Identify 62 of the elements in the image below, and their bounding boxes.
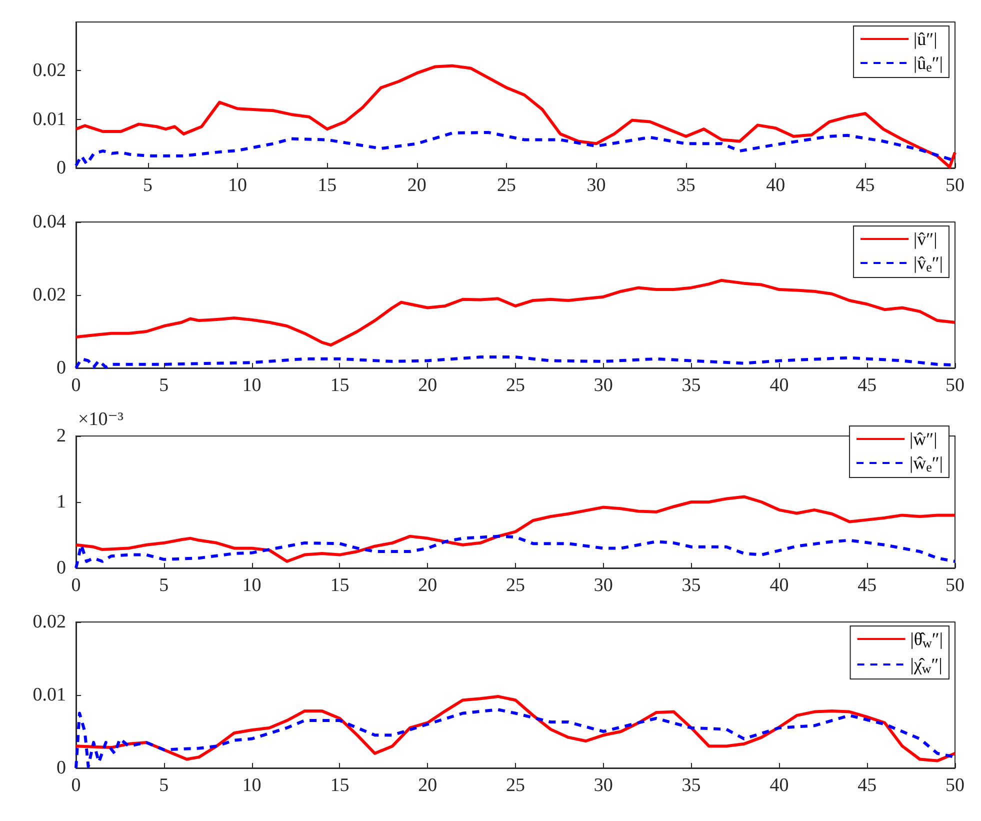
x-tick-label: 35 (682, 775, 701, 796)
x-tick-label: 15 (318, 175, 337, 196)
x-tick-label: 5 (143, 175, 153, 196)
x-tick-label: 45 (858, 375, 877, 396)
x-tick-label: 40 (766, 175, 786, 196)
x-tick-label: 45 (858, 775, 877, 796)
y-tick-label: 0.01 (32, 108, 66, 130)
x-tick-label: 50 (946, 775, 964, 796)
x-tick-label: 45 (856, 175, 875, 196)
x-tick-label: 15 (330, 575, 350, 596)
x-tick-label: 10 (242, 575, 262, 596)
y-tick-label: 0 (56, 558, 66, 578)
x-tick-label: 20 (418, 775, 438, 796)
x-tick-label: 10 (242, 375, 262, 396)
x-tick-label: 30 (594, 775, 613, 796)
x-tick-label: 25 (506, 575, 525, 596)
x-tick-label: 35 (682, 575, 701, 596)
x-tick-label: 45 (858, 575, 877, 596)
x-tick-label: 40 (770, 375, 789, 396)
x-tick-label: 40 (770, 575, 789, 596)
x-tick-label: 15 (330, 775, 350, 796)
x-tick-label: 0 (71, 775, 81, 796)
x-tick-label: 0 (71, 575, 81, 596)
y-tick-label: 0.02 (32, 60, 66, 82)
x-tick-label: 35 (682, 375, 701, 396)
legend-label: |v̂″| (914, 229, 938, 249)
legend-label: |û″| (914, 29, 938, 49)
y-tick-label: 2 (56, 426, 66, 446)
text: ×10⁻³ (78, 409, 124, 430)
y-tick-label: 0.02 (32, 612, 66, 632)
x-tick-label: 5 (159, 775, 169, 796)
y-tick-label: 0 (56, 158, 66, 178)
legend-label: |ŵ″| (910, 429, 938, 449)
line-series (74, 694, 956, 762)
y-tick-label: 0 (56, 358, 66, 378)
x-tick-label: 10 (228, 175, 247, 196)
x-tick-label: 30 (586, 175, 606, 196)
x-tick-label: 20 (418, 575, 438, 596)
x-tick-label: 15 (330, 375, 350, 396)
x-tick-label: 25 (506, 775, 525, 796)
x-tick-label: 35 (676, 175, 696, 196)
x-tick-label: 25 (506, 375, 525, 396)
x-tick-label: 50 (946, 575, 964, 596)
y-tick-label: 0.01 (32, 684, 66, 706)
x-tick-label: 5 (159, 575, 169, 596)
x-tick-label: 20 (407, 175, 426, 196)
y-tick-label: 0.02 (32, 284, 66, 306)
y-tick-label: 0 (56, 758, 66, 778)
x-tick-label: 40 (770, 775, 789, 796)
x-tick-label: 10 (242, 775, 262, 796)
x-tick-label: 30 (594, 375, 613, 396)
x-tick-label: 25 (497, 175, 516, 196)
y-tick-label: 0.04 (32, 212, 66, 232)
x-tick-label: 5 (159, 375, 169, 396)
x-tick-label: 0 (71, 375, 81, 396)
y-tick-label: 1 (56, 492, 66, 512)
x-tick-label: 20 (418, 375, 438, 396)
x-tick-label: 50 (946, 375, 964, 396)
line-series (74, 495, 956, 563)
line-series (74, 278, 956, 347)
x-tick-label: 50 (946, 175, 964, 196)
x-tick-label: 30 (594, 575, 613, 596)
